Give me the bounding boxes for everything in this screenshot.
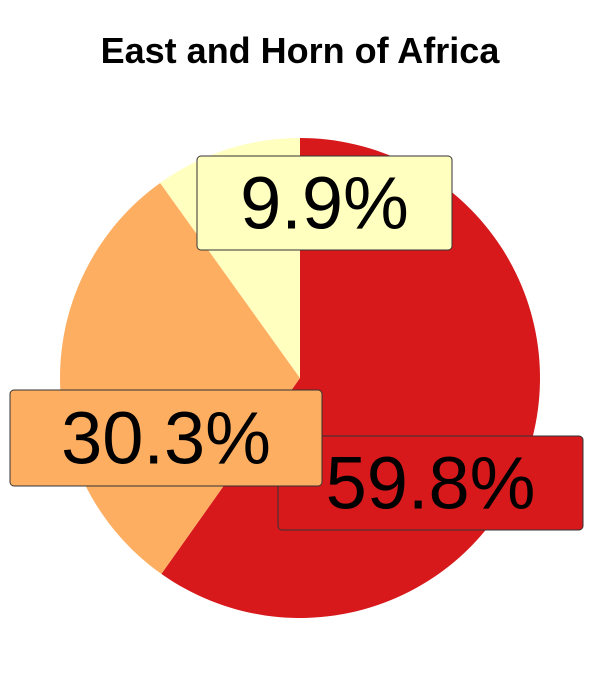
pie-labels: 59.8% 30.3% 9.9% — [9, 155, 584, 531]
slice-label-text: 59.8% — [326, 442, 536, 525]
slice-label: 30.3% — [9, 389, 323, 487]
slice-label: 9.9% — [196, 155, 453, 251]
chart-title: East and Horn of Africa — [100, 30, 500, 71]
slice-label-box — [196, 155, 453, 251]
slice-label-box — [9, 389, 323, 487]
slice-label-text: 30.3% — [61, 397, 271, 480]
slice-label-text: 9.9% — [240, 162, 409, 245]
slice-label: 59.8% — [277, 435, 584, 531]
